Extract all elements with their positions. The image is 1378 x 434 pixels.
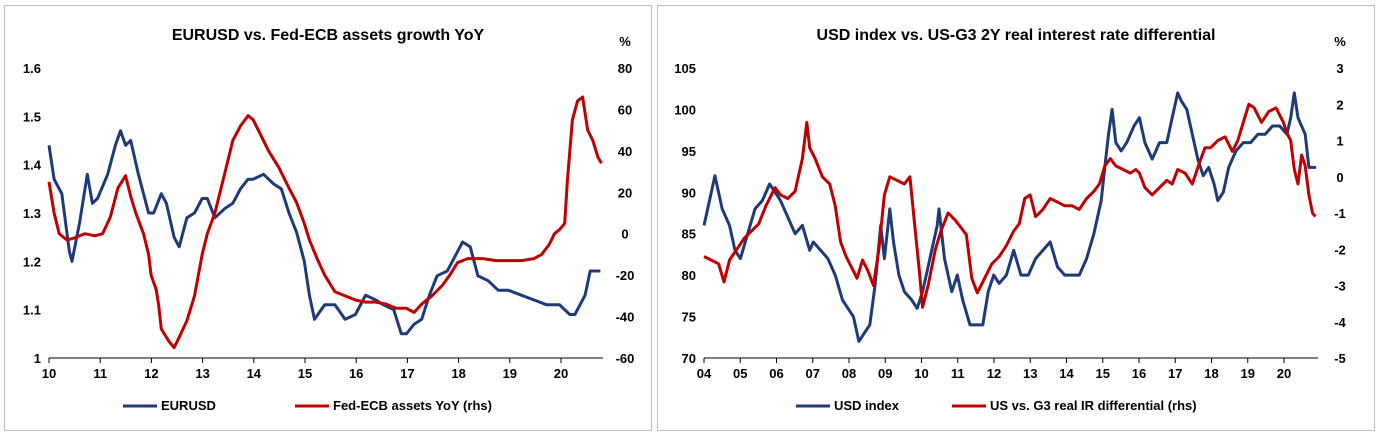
- series-line-rhs: [703, 102, 1317, 309]
- y-right-tick-label: -1: [1334, 206, 1346, 221]
- chart-panel-usd-index: USD index vs. US-G3 2Y real interest rat…: [657, 5, 1375, 431]
- x-tick-label: 04: [697, 366, 712, 381]
- x-tick-label: 20: [554, 366, 568, 381]
- x-tick-label: 11: [951, 366, 965, 381]
- x-tick-label: 11: [93, 366, 107, 381]
- y-left-tick-label: 1: [34, 351, 41, 366]
- x-tick-label: 15: [298, 366, 312, 381]
- legend-label: Fed-ECB assets YoY (rhs): [333, 398, 492, 413]
- x-tick-label: 10: [914, 366, 928, 381]
- x-tick-label: 08: [842, 366, 856, 381]
- y-left-tick-label: 1.4: [23, 158, 42, 173]
- y-right-tick-label: 80: [618, 61, 632, 76]
- y-left-tick-label: 105: [674, 61, 696, 76]
- y-right-tick-label: -2: [1334, 242, 1346, 257]
- x-tick-label: 13: [195, 366, 209, 381]
- y-right-tick-label: 3: [1336, 61, 1343, 76]
- y-left-tick-label: 100: [674, 102, 696, 117]
- chart-title: EURUSD vs. Fed-ECB assets growth YoY: [172, 27, 485, 44]
- y-left-tick-label: 1.1: [23, 303, 41, 318]
- x-tick-label: 16: [1132, 366, 1146, 381]
- y-right-tick-label: 0: [621, 227, 628, 242]
- y-right-tick-label: 20: [618, 185, 632, 200]
- x-tick-label: 12: [987, 366, 1001, 381]
- x-tick-label: 17: [1168, 366, 1182, 381]
- y-right-tick-label: 0: [1336, 170, 1343, 185]
- chart-panel-eurusd: EURUSD vs. Fed-ECB assets growth YoY 10 11…: [4, 5, 652, 431]
- y-left-tick-label: 85: [682, 227, 696, 242]
- x-tick-label: 14: [1059, 366, 1074, 381]
- x-tick-label: 05: [733, 366, 747, 381]
- y-left-tick-label: 70: [682, 351, 696, 366]
- y-left-tick-label: 80: [682, 268, 696, 283]
- y-left-tick-label: 90: [682, 185, 696, 200]
- y-right-tick-label: 1: [1336, 134, 1343, 149]
- y-right-tick-label: -4: [1334, 315, 1346, 330]
- x-tick-label: 19: [1241, 366, 1255, 381]
- x-tick-label: 09: [878, 366, 892, 381]
- x-tick-label: 19: [503, 366, 517, 381]
- x-tick-label: 18: [451, 366, 465, 381]
- y-right-tick-label: -20: [616, 268, 635, 283]
- x-tick-label: 07: [806, 366, 820, 381]
- x-tick-label: 12: [144, 366, 158, 381]
- x-tick-label: 06: [769, 366, 783, 381]
- y-right-tick-label: -60: [616, 351, 635, 366]
- x-tick-label: 10: [42, 366, 56, 381]
- y-left-tick-label: 75: [682, 310, 696, 325]
- y-left-tick-label: 95: [682, 144, 696, 159]
- legend-label: EURUSD: [161, 398, 216, 413]
- y-left-tick-label: 1.5: [23, 109, 41, 124]
- series-line-lhs: [702, 91, 1317, 343]
- y-right-tick-label: -3: [1334, 279, 1346, 294]
- legend-label: US vs. G3 real IR differential (rhs): [990, 398, 1197, 413]
- legend-label: USD index: [834, 398, 900, 413]
- x-tick-label: 13: [1023, 366, 1037, 381]
- y-right-tick-label: 2: [1336, 97, 1343, 112]
- y-left-tick-label: 1.3: [23, 206, 41, 221]
- y-left-tick-label: 1.6: [23, 61, 41, 76]
- chart-title: USD index vs. US-G3 2Y real interest rat…: [817, 27, 1216, 44]
- y-right-tick-label: -40: [616, 310, 635, 325]
- y-right-tick-label: -5: [1334, 351, 1346, 366]
- y-right-unit-label: %: [1334, 34, 1346, 49]
- y-right-unit-label: %: [619, 34, 631, 49]
- x-tick-label: 14: [247, 366, 262, 381]
- series-line-lhs: [47, 129, 601, 336]
- x-tick-label: 18: [1204, 366, 1218, 381]
- x-tick-label: 17: [400, 366, 414, 381]
- x-tick-label: 15: [1096, 366, 1110, 381]
- y-right-tick-label: 40: [618, 144, 632, 159]
- x-tick-label: 16: [349, 366, 363, 381]
- y-right-tick-label: 60: [618, 102, 632, 117]
- y-left-tick-label: 1.2: [23, 254, 41, 269]
- x-tick-label: 20: [1277, 366, 1291, 381]
- series-line-rhs: [47, 95, 603, 350]
- chart-usd-index-svg: USD index vs. US-G3 2Y real interest rat…: [674, 27, 1346, 413]
